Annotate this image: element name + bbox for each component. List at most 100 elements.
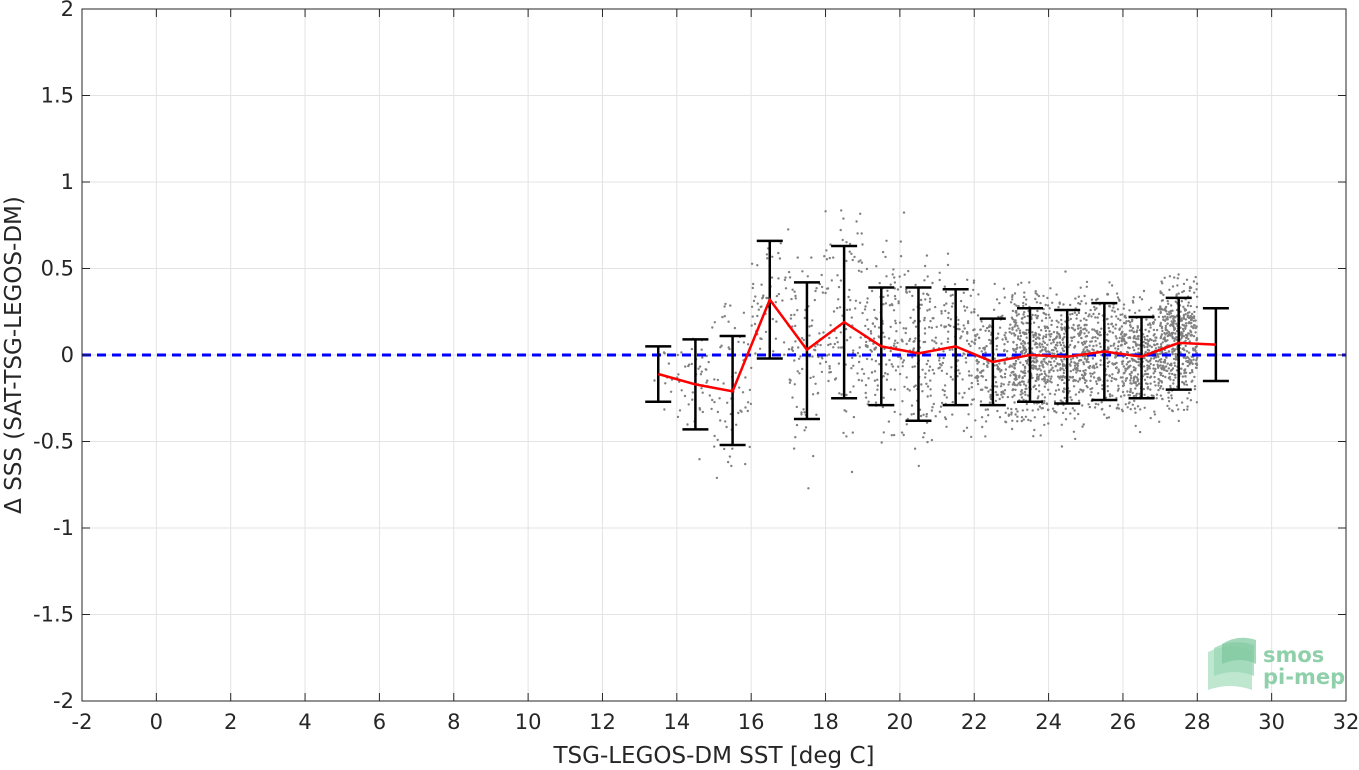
scatter-point xyxy=(901,361,904,364)
scatter-point xyxy=(925,415,928,418)
scatter-point xyxy=(754,295,757,298)
scatter-point xyxy=(1035,332,1038,335)
scatter-point xyxy=(1043,399,1046,403)
scatter-point xyxy=(1166,334,1170,338)
scatter-point xyxy=(1040,319,1044,322)
scatter-point xyxy=(1079,333,1082,336)
x-tick-label: 20 xyxy=(887,710,914,734)
scatter-point xyxy=(1012,347,1015,351)
scatter-point xyxy=(951,378,954,381)
scatter-point xyxy=(1009,364,1012,367)
scatter-point xyxy=(1109,344,1113,348)
scatter-point xyxy=(1031,364,1035,367)
scatter-point xyxy=(1038,390,1041,393)
scatter-point xyxy=(1029,419,1032,422)
scatter-point xyxy=(1012,341,1015,344)
scatter-point xyxy=(799,355,802,358)
scatter-point xyxy=(842,217,845,220)
scatter-point xyxy=(1116,347,1120,351)
scatter-point xyxy=(1032,335,1035,339)
scatter-point xyxy=(699,373,703,376)
scatter-point xyxy=(1146,364,1149,367)
scatter-point xyxy=(1154,336,1157,339)
scatter-point xyxy=(1132,379,1135,382)
scatter-point xyxy=(1131,346,1135,349)
scatter-point xyxy=(1134,394,1138,397)
scatter-point xyxy=(875,265,878,268)
scatter-point xyxy=(1135,384,1138,387)
scatter-point xyxy=(1129,389,1132,393)
scatter-point xyxy=(959,299,963,303)
scatter-point xyxy=(1013,401,1016,404)
scatter-point xyxy=(1108,404,1112,408)
scatter-point xyxy=(1108,395,1112,398)
scatter-point xyxy=(922,436,925,439)
scatter-point xyxy=(1171,335,1174,339)
scatter-point xyxy=(1161,308,1164,311)
scatter-point xyxy=(1011,395,1014,399)
scatter-point xyxy=(1172,318,1175,321)
scatter-point xyxy=(849,336,852,339)
scatter-point xyxy=(877,335,880,338)
scatter-point xyxy=(943,393,946,397)
scatter-point xyxy=(1179,310,1182,313)
scatter-point xyxy=(870,350,873,353)
smos-pi-mep-logo: smos pi-mep xyxy=(1208,637,1345,690)
scatter-point xyxy=(938,410,942,413)
scatter-point xyxy=(1115,292,1119,295)
scatter-point xyxy=(857,360,861,364)
scatter-point xyxy=(803,411,806,414)
scatter-point xyxy=(1189,399,1193,402)
scatter-point xyxy=(1043,380,1046,383)
scatter-point xyxy=(944,309,947,313)
scatter-point xyxy=(1023,352,1026,355)
scatter-point xyxy=(1135,337,1138,340)
scatter-point xyxy=(1062,390,1065,394)
scatter-point xyxy=(891,273,894,276)
scatter-point xyxy=(1169,324,1172,327)
scatter-point xyxy=(1012,388,1015,391)
scatter-point xyxy=(1146,375,1149,379)
scatter-point xyxy=(852,364,855,367)
scatter-point xyxy=(1071,312,1074,316)
scatter-point xyxy=(793,313,796,316)
scatter-point xyxy=(958,372,961,375)
scatter-point xyxy=(1020,370,1023,373)
scatter-point xyxy=(1167,330,1171,334)
scatter-point xyxy=(1119,344,1123,347)
scatter-point xyxy=(951,302,954,305)
scatter-point xyxy=(1097,312,1101,316)
scatter-point xyxy=(913,385,916,388)
scatter-point xyxy=(926,275,929,278)
scatter-point xyxy=(1152,328,1156,332)
scatter-point xyxy=(1035,342,1039,345)
scatter-point xyxy=(1188,289,1191,292)
scatter-point xyxy=(1041,348,1044,351)
scatter-point xyxy=(1133,336,1136,339)
scatter-point xyxy=(1172,382,1175,385)
scatter-point xyxy=(760,305,763,308)
scatter-point xyxy=(994,381,998,384)
scatter-point xyxy=(1128,309,1131,312)
scatter-point xyxy=(1050,368,1053,371)
scatter-point xyxy=(1168,363,1172,367)
scatter-point xyxy=(1098,331,1102,334)
scatter-point xyxy=(1163,336,1167,339)
scatter-point xyxy=(814,345,817,348)
scatter-point xyxy=(925,362,928,366)
scatter-point xyxy=(1175,356,1178,359)
scatter-point xyxy=(815,413,818,416)
scatter-point xyxy=(984,329,987,332)
scatter-point xyxy=(1117,345,1120,348)
scatter-point xyxy=(1021,376,1024,379)
scatter-point xyxy=(1110,315,1113,318)
scatter-point xyxy=(1162,338,1165,341)
scatter-point xyxy=(867,400,870,403)
scatter-point xyxy=(1084,327,1087,330)
scatter-point xyxy=(881,250,885,254)
scatter-point xyxy=(1189,304,1193,308)
scatter-point xyxy=(707,360,710,364)
scatter-point xyxy=(1034,314,1037,317)
scatter-point xyxy=(961,330,964,333)
scatter-point xyxy=(1080,336,1083,340)
